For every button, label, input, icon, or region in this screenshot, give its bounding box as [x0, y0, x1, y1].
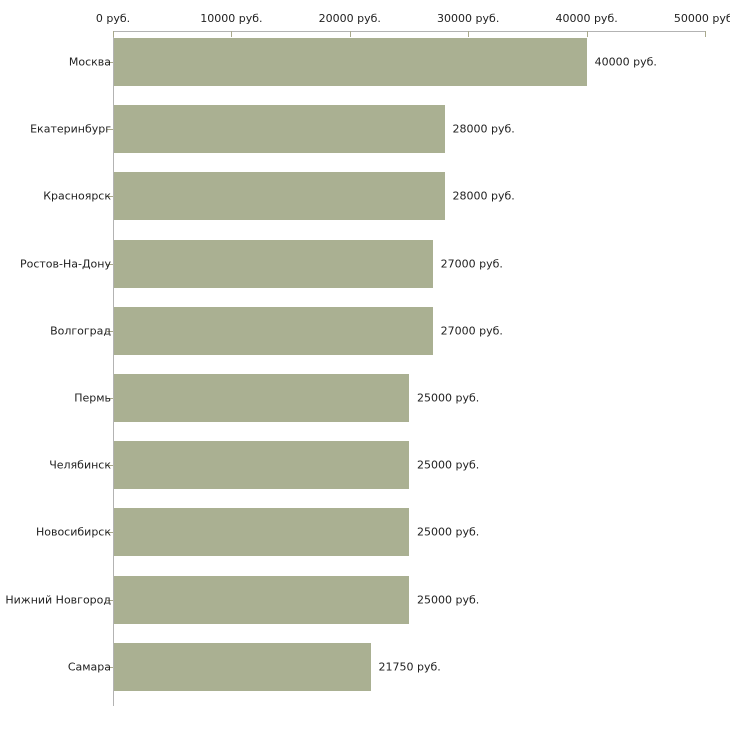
category-axis-tick — [107, 398, 113, 399]
value-axis-tick — [586, 31, 588, 37]
category-axis-tick — [107, 62, 113, 63]
category-axis-label: Москва — [68, 55, 111, 69]
bar-value-label: 28000 руб. — [452, 189, 515, 203]
bar-value-label: 27000 руб. — [440, 257, 503, 271]
value-axis-tick-label: 10000 руб. — [200, 12, 263, 25]
category-axis-label: Волгоград — [50, 324, 111, 338]
bar-value-label: 40000 руб. — [594, 55, 657, 69]
bar-value-label: 25000 руб. — [417, 391, 480, 405]
bar-value-label: 25000 руб. — [417, 593, 480, 607]
category-axis-tick — [107, 465, 113, 466]
bar-value-label: 28000 руб. — [452, 122, 515, 136]
bar — [114, 172, 445, 221]
bar — [114, 374, 409, 422]
bar — [114, 441, 409, 490]
category-axis-line — [113, 31, 114, 706]
value-axis-tick — [468, 31, 470, 37]
category-axis-label: Ростов-На-Дону — [19, 257, 111, 271]
value-axis-tick — [113, 31, 114, 37]
value-axis-tick — [349, 31, 351, 37]
category-axis-tick — [107, 331, 113, 332]
category-axis-tick — [107, 600, 113, 601]
bar — [114, 38, 587, 86]
category-axis-label: Пермь — [74, 391, 111, 405]
bar — [114, 642, 371, 691]
bar-value-label: 25000 руб. — [417, 458, 480, 472]
value-axis-tick-label: 20000 руб. — [318, 12, 381, 25]
category-axis-label: Челябинск — [49, 458, 111, 472]
value-axis-line — [113, 31, 705, 32]
category-axis-label: Самара — [67, 660, 111, 674]
bar — [114, 105, 445, 154]
category-axis-tick — [107, 264, 113, 265]
value-axis-tick — [231, 31, 233, 37]
bar — [114, 508, 409, 557]
category-axis-tick — [107, 532, 113, 533]
bar — [114, 575, 409, 624]
category-axis-tick — [107, 196, 113, 197]
category-axis-label: Новосибирск — [35, 525, 111, 539]
bar-value-label: 25000 руб. — [417, 525, 480, 539]
value-axis-tick-label: 0 руб. — [95, 12, 131, 25]
value-axis-tick-label: 40000 руб. — [555, 12, 618, 25]
category-axis-label: Екатеринбург — [30, 122, 111, 136]
value-axis-tick — [705, 31, 706, 37]
bar — [114, 306, 433, 355]
category-axis-label: Красноярск — [43, 189, 111, 203]
category-axis-tick — [107, 129, 113, 130]
category-axis-tick — [107, 667, 113, 668]
bar-value-label: 27000 руб. — [440, 324, 503, 338]
bar-value-label: 21750 руб. — [378, 660, 441, 674]
category-axis-label: Нижний Новгород — [5, 593, 111, 607]
bar — [114, 239, 433, 288]
value-axis-tick-label: 30000 руб. — [437, 12, 500, 25]
value-axis-tick-label: 50000 руб. — [673, 12, 730, 25]
